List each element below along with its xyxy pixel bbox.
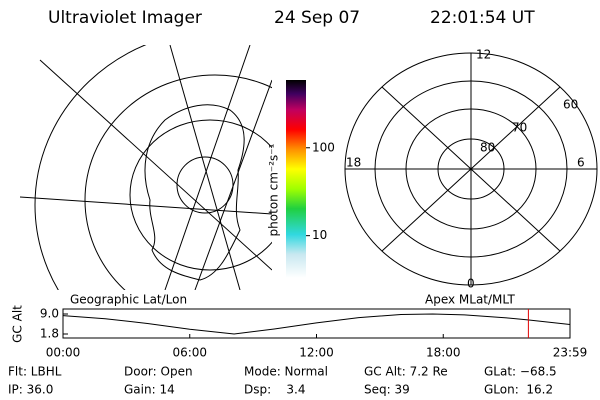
mlat-label: 60 (563, 98, 578, 112)
polar-grid (344, 52, 598, 286)
mlt-label: 0 (467, 277, 475, 291)
colorbar (286, 80, 306, 278)
x-tick-label: 18:00 (426, 346, 461, 360)
x-tick-label: 00:00 (46, 346, 81, 360)
x-tick-label: 06:00 (172, 346, 207, 360)
status-field: Seq: 39 (364, 383, 410, 397)
axis-label: GC Alt (11, 305, 25, 343)
date: 24 Sep 07 (274, 8, 360, 28)
status-field: Dsp: 3.4 (244, 383, 306, 397)
status-field: Flt: LBHL (8, 365, 62, 379)
status-field: IP: 36.0 (8, 383, 53, 397)
instrument: Ultraviolet Imager (48, 8, 202, 28)
plot-title: Apex MLat/MLT (425, 293, 515, 307)
status-field: Door: Open (124, 365, 193, 379)
status-field: GLat: −68.5 (484, 365, 557, 379)
y-tick-label: 9.0 (40, 307, 59, 321)
status-field: Gain: 14 (124, 383, 175, 397)
plot-title: Geographic Lat/Lon (70, 293, 187, 307)
mlat-label: 70 (512, 121, 527, 135)
mlt-label: 12 (476, 48, 491, 62)
colorbar-tick-label: 10 (312, 228, 327, 242)
y-tick-label: 1.8 (40, 327, 59, 341)
geographic-map (20, 45, 272, 290)
mlt-label: 18 (346, 156, 361, 170)
status-field: GC Alt: 7.2 Re (364, 365, 448, 379)
status-field: GLon: 16.2 (484, 383, 553, 397)
x-tick-label: 23:59 (553, 346, 588, 360)
altitude-frame (62, 308, 571, 339)
mlt-label: 6 (577, 156, 585, 170)
status-field: Mode: Normal (244, 365, 328, 379)
altitude-line (62, 313, 571, 335)
mlat-label: 80 (480, 141, 495, 155)
x-tick-label: 12:00 (299, 346, 334, 360)
time: 22:01:54 UT (430, 8, 535, 28)
colorbar-unit: photon cm⁻²s⁻¹ (267, 143, 281, 236)
colorbar-tick-label: 100 (312, 140, 335, 154)
